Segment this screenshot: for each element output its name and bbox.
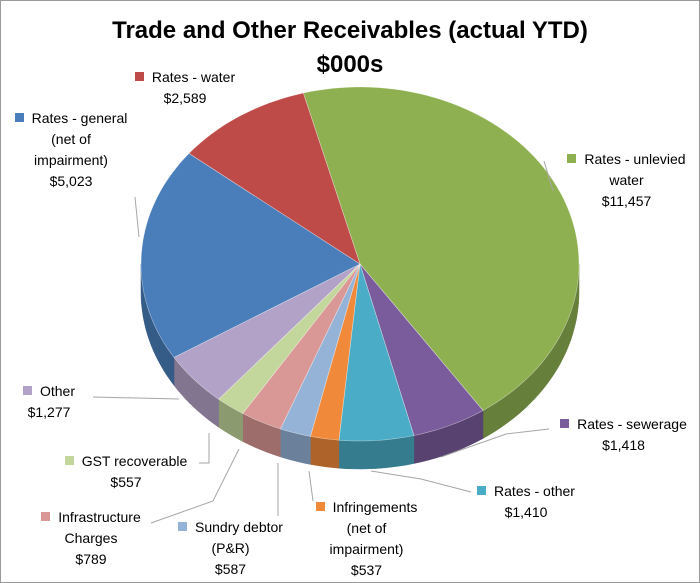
leader-line [150,448,240,524]
category-label: Rates - unlevied water [584,151,686,188]
slice [188,92,361,265]
value-label: $1,277 [27,404,71,420]
category-label: Rates - other [494,483,575,499]
leader-line [134,196,140,238]
legend-swatch [315,502,325,511]
label-name: Infringements (net of impairment) [309,497,424,560]
category-label: Rates - water [151,69,236,85]
label-name: Rates - general (net of impairment) [13,108,129,171]
data-label: Rates - sewerage $1,418 [541,414,699,456]
legend-swatch [134,72,144,81]
category-label: Sundry debtor (P&R) [195,519,283,556]
legend-swatch [567,154,577,163]
legend-swatch [64,456,74,465]
data-label: Infringements (net of impairment) $537 [309,497,424,581]
legend-swatch [178,522,188,531]
chart-subtitle: $000s [316,51,384,78]
value-label: $789 [75,551,107,567]
leader-line [92,396,180,400]
label-name: Other [9,381,89,402]
label-name: Infrastructure Charges [27,507,155,549]
label-name: Sundry debtor (P&R) [173,517,288,559]
data-label: Sundry debtor (P&R) $587 [173,517,288,580]
label-name: GST recoverable [36,451,216,472]
legend-swatch [41,512,51,521]
category-label: Infringements (net of impairment) [329,499,418,557]
value-label: $1,418 [602,437,645,453]
category-label: Other [39,383,75,399]
leader-line [543,160,554,192]
slice [338,263,415,442]
label-name: Rates - water [119,67,251,88]
category-label: GST recoverable [81,453,188,469]
legend-swatch [560,419,570,428]
slice [140,153,361,358]
data-label: GST recoverable $557 [36,451,216,493]
label-name: Rates - other [461,481,591,502]
leader-line [370,470,472,493]
chart-title: Trade and Other Receivables (actual YTD) [112,17,588,44]
label-name: Rates - sewerage [541,414,699,435]
slice [173,263,361,400]
legend-swatch [14,113,24,122]
data-label: Rates - other $1,410 [461,481,591,523]
value-label: $5,023 [49,173,93,189]
slice-side [310,436,340,469]
data-label: Rates - water $2,589 [119,67,251,109]
category-label: Infrastructure Charges [58,509,141,546]
legend-swatch [22,386,32,395]
category-label: Rates - general (net of impairment) [31,110,128,168]
value-label: $1,410 [504,504,548,520]
data-label: Other $1,277 [9,381,89,423]
category-label: Rates - sewerage [577,416,687,432]
value-label: $537 [350,562,383,578]
leader-line [440,428,550,458]
data-label: Rates - general (net of impairment) $5,02… [13,108,129,192]
value-label: $11,457 [601,193,652,209]
value-label: $2,589 [163,90,207,106]
leader-line [199,433,210,464]
slice [302,86,580,411]
label-name: Rates - unlevied water [549,149,699,191]
slice [242,263,361,430]
legend-swatch [477,486,487,495]
data-label: Rates - unlevied water $11,457 [549,149,699,212]
value-label: $587 [214,561,247,577]
value-label: $557 [110,474,142,490]
slice [359,263,484,436]
slice [279,263,361,437]
leader-line [308,470,314,502]
data-label: Infrastructure Charges $789 [27,507,155,570]
